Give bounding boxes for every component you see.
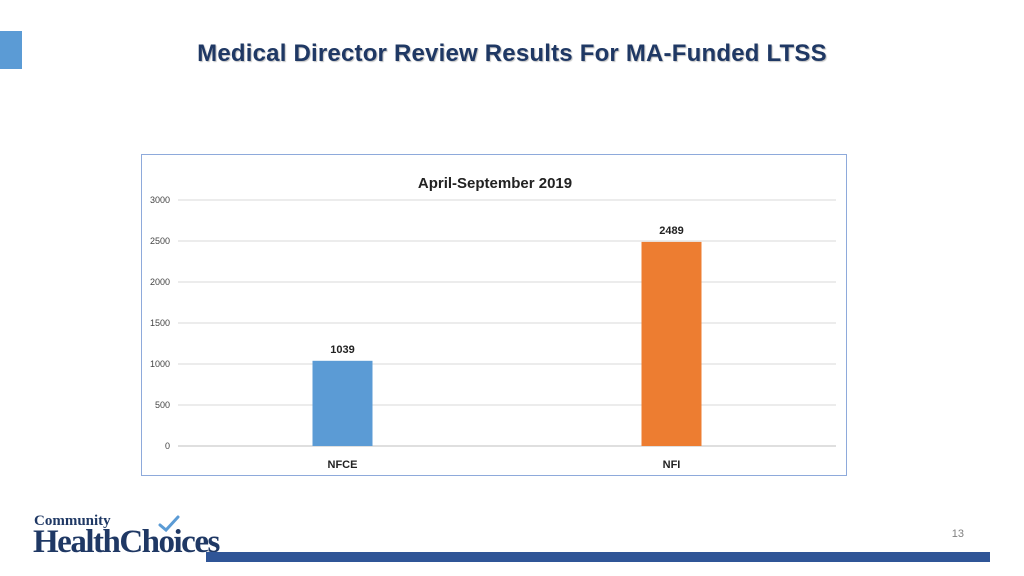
- bar-nfce: [312, 360, 373, 446]
- community-healthchoices-logo: Community HealthChoices: [33, 513, 220, 563]
- bar-nfi: [641, 241, 702, 446]
- data-label-nfce: 1039: [330, 344, 354, 356]
- data-labels: 1039 2489: [330, 225, 683, 356]
- y-tick-label: 1000: [150, 359, 170, 369]
- y-tick-label: 2500: [150, 236, 170, 246]
- bar-chart: April-September 2019 0 500 1000 1500 2000 250…: [150, 175, 836, 471]
- y-axis-ticks: 0 500 1000 1500 2000 2500 3000: [150, 195, 170, 451]
- gridlines: [178, 199, 836, 447]
- logo-community-text: Community: [34, 513, 111, 529]
- footer-bar: [206, 552, 990, 562]
- accent-square: [0, 31, 22, 69]
- chart-title: April-September 2019: [418, 175, 572, 192]
- bars: [312, 241, 702, 446]
- page-number: 13: [951, 528, 964, 540]
- category-label-nfi: NFI: [663, 459, 681, 471]
- x-axis-categories: NFCE NFI: [328, 459, 681, 471]
- y-tick-label: 1500: [150, 318, 170, 328]
- category-label-nfce: NFCE: [328, 459, 358, 471]
- y-tick-label: 500: [155, 400, 170, 410]
- chart-frame: April-September 2019 0 500 1000 1500 2000 250…: [141, 154, 847, 476]
- y-tick-label: 0: [165, 441, 170, 451]
- data-label-nfi: 2489: [659, 225, 683, 237]
- slide-title: Medical Director Review Results For MA-F…: [197, 40, 827, 67]
- logo-healthchoices-text: HealthChoices: [33, 524, 220, 560]
- logo-checkmark-icon: [158, 515, 180, 533]
- y-tick-label: 2000: [150, 277, 170, 287]
- y-tick-label: 3000: [150, 195, 170, 205]
